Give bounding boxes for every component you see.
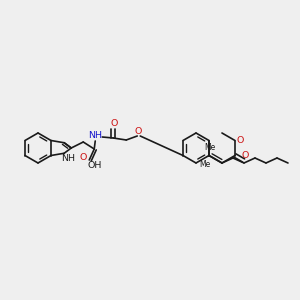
Text: NH: NH — [88, 131, 102, 140]
Text: O: O — [80, 154, 87, 163]
Text: OH: OH — [87, 161, 101, 170]
Text: O: O — [242, 151, 249, 160]
Text: O: O — [111, 119, 118, 128]
Text: O: O — [236, 136, 244, 145]
Text: Me: Me — [200, 160, 211, 169]
Text: O: O — [135, 127, 142, 136]
Text: NH: NH — [61, 154, 75, 163]
Text: Me: Me — [204, 143, 216, 152]
